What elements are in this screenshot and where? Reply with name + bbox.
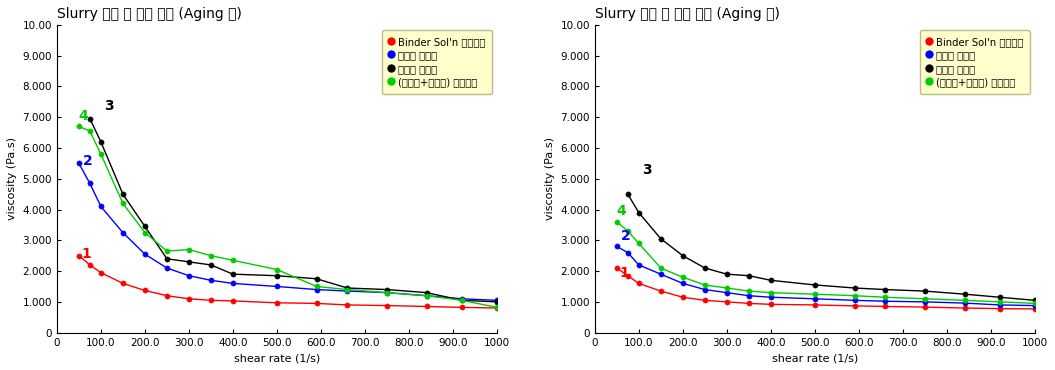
Text: Slurry 완료 후 점도 비교 (Aging 후): Slurry 완료 후 점도 비교 (Aging 후) <box>595 7 780 21</box>
Legend: Binder Sol'n 단계투입, 도전제 선분산, 활물질 선분산, (활물질+도전제) 단계투입: Binder Sol'n 단계투입, 도전제 선분산, 활물질 선분산, (활물… <box>920 30 1030 94</box>
Text: 4: 4 <box>79 109 89 123</box>
Text: 1: 1 <box>619 266 629 280</box>
Text: 3: 3 <box>104 98 114 112</box>
Text: Slurry 완료 후 점도 비교 (Aging 전): Slurry 완료 후 점도 비교 (Aging 전) <box>57 7 242 21</box>
Text: 3: 3 <box>642 163 652 177</box>
Text: 4: 4 <box>617 204 627 218</box>
Text: 2: 2 <box>621 229 631 243</box>
X-axis label: shear rate (1/s): shear rate (1/s) <box>772 353 858 363</box>
Y-axis label: viscosity (Pa.s): viscosity (Pa.s) <box>7 137 17 220</box>
Legend: Binder Sol'n 단계투입, 도전제 선분산, 활물질 선분산, (활물질+도전제) 단계투입: Binder Sol'n 단계투입, 도전제 선분산, 활물질 선분산, (활물… <box>382 30 492 94</box>
Text: 1: 1 <box>81 247 91 261</box>
Y-axis label: viscosity (Pa.s): viscosity (Pa.s) <box>544 137 555 220</box>
X-axis label: shear rate (1/s): shear rate (1/s) <box>234 353 320 363</box>
Text: 2: 2 <box>83 154 93 168</box>
